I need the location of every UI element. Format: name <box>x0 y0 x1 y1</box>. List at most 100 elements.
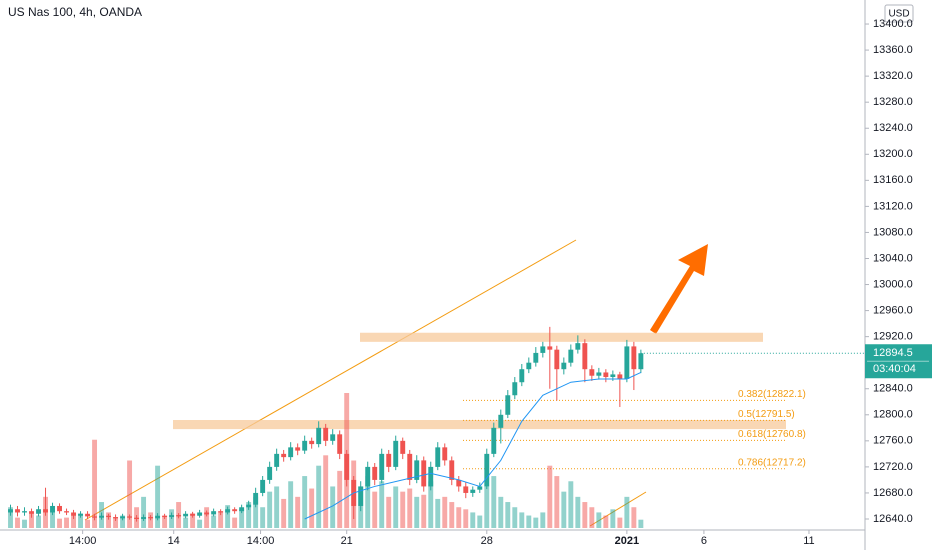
volume-bar <box>197 519 203 528</box>
candle-body <box>253 492 259 505</box>
candle-body <box>533 352 539 363</box>
volume-bar <box>505 502 511 528</box>
volume-bar <box>610 509 616 528</box>
x-tick-label: 14 <box>168 535 180 547</box>
volume-bar <box>204 507 210 528</box>
volume-bar <box>316 465 322 528</box>
volume-bar <box>561 491 567 528</box>
volume-bar <box>225 505 231 528</box>
volume-bar <box>393 486 399 528</box>
volume-bar <box>575 496 581 528</box>
volume-bar <box>372 491 378 528</box>
zone <box>360 332 763 342</box>
volume-bar <box>498 496 504 528</box>
x-tick-label: 2021 <box>615 535 639 547</box>
y-tick-label: 12640.0 <box>873 513 913 525</box>
candle-body <box>8 509 13 513</box>
volume-bar <box>106 512 112 528</box>
candle-body <box>148 517 154 519</box>
volume-bar <box>155 465 161 528</box>
x-tick-label: 14:00 <box>69 535 97 547</box>
volume-bar <box>267 491 273 528</box>
candle-body <box>134 517 140 519</box>
candle-body <box>484 453 490 487</box>
candle-body <box>603 372 609 378</box>
candle-body <box>449 460 455 480</box>
candle-body <box>302 440 308 451</box>
volume-bar <box>281 498 287 528</box>
candle-body <box>113 517 119 519</box>
candle-body <box>22 511 27 513</box>
candle-body <box>400 440 406 454</box>
fib-label: 0.786(12717.2) <box>738 457 806 468</box>
candle-body <box>568 349 574 363</box>
candle-body <box>372 466 378 480</box>
volume-bar <box>190 513 196 528</box>
candle-body <box>309 440 315 445</box>
y-tick-label: 12720.0 <box>873 461 913 473</box>
candle-body <box>442 447 448 461</box>
candle-body <box>463 486 469 493</box>
y-tick-label: 13200.0 <box>873 148 913 160</box>
volume-bar <box>568 481 574 528</box>
volume-bar <box>15 517 20 528</box>
candle-body <box>260 479 266 493</box>
volume-bar <box>183 517 189 528</box>
candle-body <box>295 447 301 451</box>
volume-bar <box>582 502 588 528</box>
y-tick-label: 13240.0 <box>873 122 913 134</box>
candle-body <box>15 509 20 513</box>
candle-body <box>316 427 322 445</box>
candle-body <box>638 353 644 370</box>
candle-body <box>344 453 350 480</box>
volume-bar <box>477 515 483 528</box>
y-tick-label: 12920.0 <box>873 331 913 343</box>
volume-bar <box>456 507 462 528</box>
volume-bar <box>330 486 336 528</box>
candle-body <box>57 505 62 512</box>
candle-body <box>477 486 483 490</box>
y-tick-label: 13280.0 <box>873 96 913 108</box>
candle-body <box>491 427 497 454</box>
volume-bar <box>8 507 13 528</box>
volume-bar <box>596 512 602 528</box>
candle-body <box>337 434 343 454</box>
candle-body <box>407 453 413 480</box>
plot-area: 0.382(12822.1) 0.5(12791.5) 0.618(12760.8)… <box>8 239 806 528</box>
arrow <box>650 244 708 334</box>
candle-body <box>267 466 273 480</box>
y-tick-label: 13120.0 <box>873 200 913 212</box>
candle-body <box>43 509 48 513</box>
candle-body <box>561 362 567 370</box>
volume-bar <box>127 460 133 528</box>
candle-body <box>225 509 231 513</box>
countdown: 03:40:04 <box>873 363 916 375</box>
x-tick-label: 14:00 <box>247 535 275 547</box>
candle-body <box>204 512 210 515</box>
candle-body <box>106 515 112 518</box>
y-tick-label: 13040.0 <box>873 252 913 264</box>
volume-bar <box>309 488 315 528</box>
candle-body <box>498 414 504 428</box>
volume-bar <box>540 512 546 528</box>
volume-bar <box>442 496 448 528</box>
volume-bar <box>449 502 455 528</box>
volume-bar <box>435 498 441 528</box>
candle-body <box>582 343 588 370</box>
candle-body <box>183 513 189 517</box>
volume-bar <box>547 465 553 528</box>
x-tick-label: 6 <box>701 535 707 547</box>
volume-bar <box>386 496 392 528</box>
volume-bar <box>218 512 224 528</box>
candle-body <box>211 511 217 515</box>
candle-body <box>519 369 525 383</box>
volume-bar <box>78 513 83 528</box>
volume-bar <box>337 470 343 528</box>
volume-bar <box>400 491 406 528</box>
y-tick-label: 12840.0 <box>873 383 913 395</box>
currency: USD <box>888 9 909 20</box>
candle-body <box>274 453 280 467</box>
candle-body <box>358 486 364 506</box>
candle-body <box>589 369 595 376</box>
